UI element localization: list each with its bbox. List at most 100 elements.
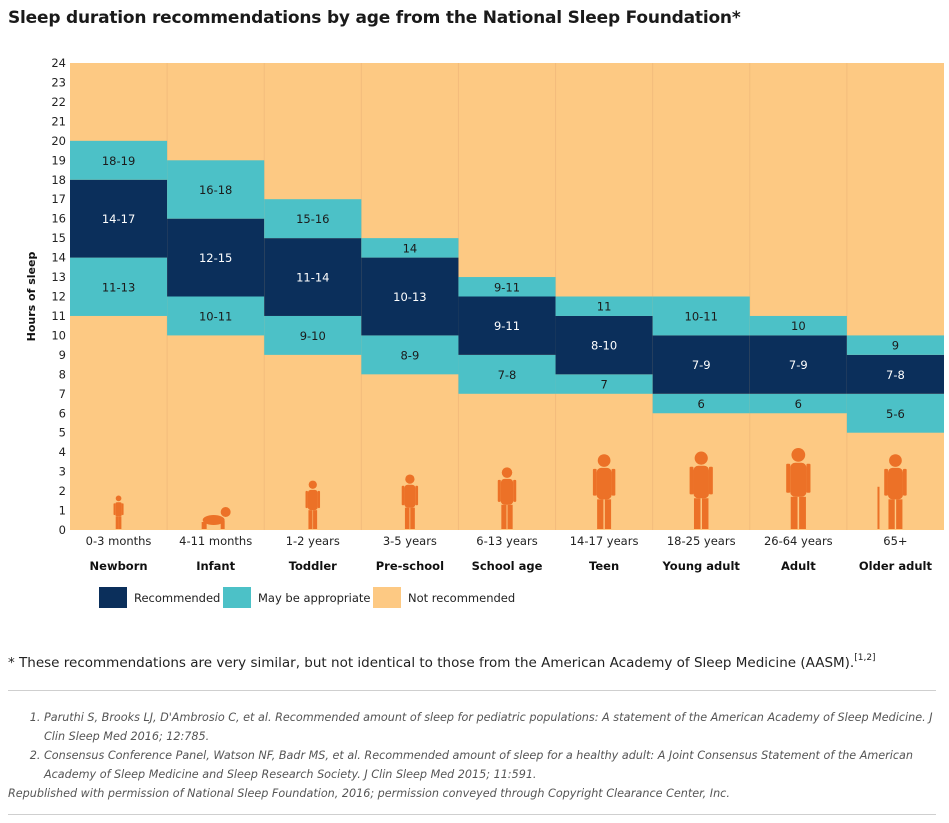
age-silhouette-icon xyxy=(786,448,811,529)
may-be-appropriate-bar xyxy=(264,199,362,239)
y-tick-label: 3 xyxy=(59,465,66,479)
age-group-label: Newborn xyxy=(90,559,148,573)
may-be-appropriate-bar xyxy=(361,238,459,258)
may-be-appropriate-label: 11-13 xyxy=(102,280,135,294)
age-range-label: 6-13 years xyxy=(476,534,537,548)
age-range-label: 4-11 months xyxy=(179,534,252,548)
y-tick-label: 0 xyxy=(59,523,66,537)
reference-item: Paruthi S, Brooks LJ, D'Ambrosio C, et a… xyxy=(44,708,933,746)
age-range-label: 18-25 years xyxy=(667,534,736,548)
age-silhouette-icon xyxy=(401,474,419,529)
may-be-appropriate-bar xyxy=(652,296,750,336)
recommended-label: 10-13 xyxy=(393,290,426,304)
recommended-bar xyxy=(846,354,944,394)
divider-top xyxy=(8,690,936,691)
may-be-appropriate-bar xyxy=(167,160,265,219)
may-be-appropriate-label: 11 xyxy=(597,300,612,314)
recommended-label: 12-15 xyxy=(199,251,232,265)
legend-label-not: Not recommended xyxy=(408,591,515,605)
legend-label-may: May be appropriate xyxy=(258,591,370,605)
may-be-appropriate-bar xyxy=(749,393,847,414)
age-range-label: 26-64 years xyxy=(764,534,833,548)
age-group-label: Teen xyxy=(589,559,619,573)
y-tick-label: 10 xyxy=(51,328,66,342)
recommended-label: 7-9 xyxy=(789,358,808,372)
may-be-appropriate-label: 10-11 xyxy=(685,309,718,323)
recommended-label: 8-10 xyxy=(591,339,617,353)
may-be-appropriate-bar xyxy=(846,335,944,355)
y-tick-label: 20 xyxy=(51,134,66,148)
y-tick-label: 13 xyxy=(51,270,66,284)
recommended-label: 9-11 xyxy=(494,319,520,333)
age-silhouette-icon xyxy=(305,480,321,529)
y-tick-label: 1 xyxy=(59,504,66,518)
legend-swatch-not xyxy=(373,587,401,608)
recommended-label: 7-9 xyxy=(692,358,711,372)
recommended-bar xyxy=(264,238,362,316)
y-tick-label: 15 xyxy=(51,231,66,245)
may-be-appropriate-label: 6 xyxy=(698,397,705,411)
recommended-bar xyxy=(361,257,459,336)
footnote: * These recommendations are very similar… xyxy=(8,653,876,671)
recommended-bar xyxy=(555,315,653,375)
age-range-label: 0-3 months xyxy=(86,534,152,548)
may-be-appropriate-label: 8-9 xyxy=(400,348,419,362)
may-be-appropriate-bar xyxy=(264,315,362,355)
age-group-label: School age xyxy=(472,559,543,573)
footnote-text: * These recommendations are very similar… xyxy=(8,655,855,671)
may-be-appropriate-bar xyxy=(458,354,556,394)
age-silhouette-icon xyxy=(689,451,713,529)
y-tick-label: 24 xyxy=(51,56,66,70)
may-be-appropriate-label: 7 xyxy=(600,378,607,392)
age-group-label: Toddler xyxy=(289,559,337,573)
legend-label-rec: Recommended xyxy=(134,591,220,605)
may-be-appropriate-label: 10-11 xyxy=(199,309,232,323)
y-tick-label: 9 xyxy=(59,348,66,362)
may-be-appropriate-bar xyxy=(361,335,459,375)
y-tick-label: 5 xyxy=(59,426,66,440)
y-tick-label: 8 xyxy=(59,367,66,381)
may-be-appropriate-label: 18-19 xyxy=(102,154,135,168)
y-tick-label: 23 xyxy=(51,75,66,89)
age-silhouette-icon xyxy=(201,507,231,529)
recommended-bar xyxy=(652,335,750,394)
permission-text: Republished with permission of National … xyxy=(8,787,730,800)
may-be-appropriate-label: 9-10 xyxy=(300,329,326,343)
y-tick-label: 22 xyxy=(51,95,66,109)
may-be-appropriate-bar xyxy=(458,277,556,297)
y-tick-label: 16 xyxy=(51,212,66,226)
may-be-appropriate-label: 14 xyxy=(403,241,418,255)
footnote-ref-marker[interactable]: [1,2] xyxy=(854,653,876,663)
age-group-label: Older adult xyxy=(859,559,933,573)
age-group-label: Infant xyxy=(196,559,235,573)
y-tick-label: 7 xyxy=(59,387,66,401)
may-be-appropriate-label: 6 xyxy=(795,397,802,411)
age-range-label: 3-5 years xyxy=(383,534,437,548)
y-tick-label: 11 xyxy=(51,309,66,323)
age-range-label: 14-17 years xyxy=(570,534,639,548)
y-tick-label: 19 xyxy=(51,153,66,167)
y-tick-label: 14 xyxy=(51,251,66,265)
may-be-appropriate-bar xyxy=(167,296,265,336)
may-be-appropriate-bar xyxy=(555,296,653,316)
y-axis-title: Hours of sleep xyxy=(25,252,38,342)
may-be-appropriate-label: 16-18 xyxy=(199,183,232,197)
divider-bottom xyxy=(8,814,936,815)
may-be-appropriate-bar xyxy=(846,393,944,433)
age-silhouette-icon xyxy=(113,495,124,529)
may-be-appropriate-bar xyxy=(70,257,168,316)
y-tick-label: 21 xyxy=(51,114,66,128)
y-tick-label: 18 xyxy=(51,173,66,187)
may-be-appropriate-bar xyxy=(555,374,653,394)
may-be-appropriate-label: 5-6 xyxy=(886,407,905,421)
y-tick-label: 17 xyxy=(51,192,66,206)
sleep-duration-chart: 0123456789101112131415161718192021222324… xyxy=(25,56,944,608)
recommended-bar xyxy=(70,179,168,258)
age-silhouette-icon xyxy=(592,454,616,529)
recommended-label: 11-14 xyxy=(296,271,329,285)
legend-swatch-may xyxy=(223,587,251,608)
recommended-bar xyxy=(458,296,556,355)
recommended-bar xyxy=(749,335,847,394)
legend-swatch-rec xyxy=(99,587,127,608)
age-range-label: 65+ xyxy=(883,534,907,548)
